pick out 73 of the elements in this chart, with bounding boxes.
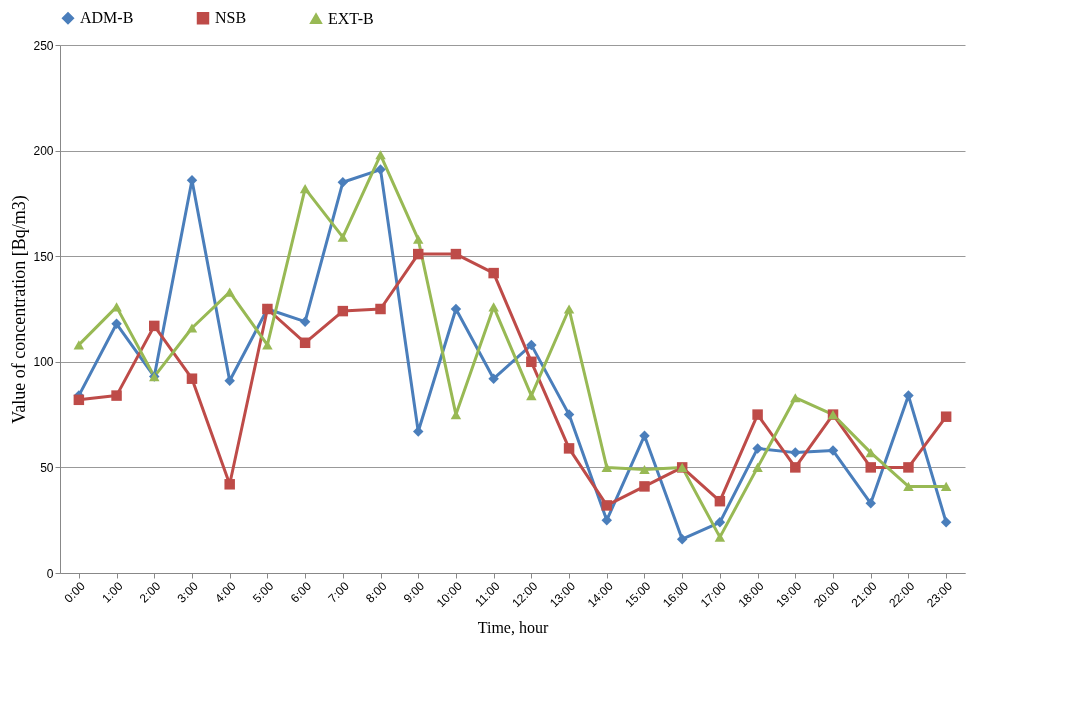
point xyxy=(73,394,85,406)
point xyxy=(375,303,386,315)
point xyxy=(526,356,537,368)
point xyxy=(526,391,537,401)
point xyxy=(563,409,575,420)
point xyxy=(111,302,122,312)
point xyxy=(224,287,235,297)
point xyxy=(714,517,726,528)
x-tick-label: 4:00 xyxy=(212,578,239,606)
point xyxy=(601,500,613,511)
point xyxy=(940,517,952,528)
point xyxy=(450,303,462,315)
point xyxy=(903,481,914,491)
point xyxy=(337,177,349,188)
legend-label: NSB xyxy=(215,9,247,27)
y-tick-label: 200 xyxy=(33,144,54,159)
point xyxy=(488,302,499,312)
point xyxy=(73,340,85,350)
point xyxy=(412,234,424,244)
point xyxy=(186,373,198,384)
y-tick-label: 150 xyxy=(33,249,54,264)
x-axis-title: Time, hour xyxy=(477,618,549,636)
point xyxy=(903,390,914,401)
point xyxy=(827,445,839,456)
point xyxy=(790,393,801,403)
point xyxy=(111,318,122,330)
point xyxy=(865,448,876,458)
point xyxy=(639,464,650,475)
point xyxy=(790,462,801,473)
point xyxy=(903,462,914,473)
point xyxy=(337,305,349,317)
legend-label: EXT-B xyxy=(328,9,374,27)
point xyxy=(488,373,499,384)
point xyxy=(752,462,763,472)
point xyxy=(639,481,650,492)
point xyxy=(639,430,650,441)
y-tick-label: 50 xyxy=(40,460,54,475)
point xyxy=(299,337,311,349)
point xyxy=(714,495,726,507)
point xyxy=(375,150,386,160)
point xyxy=(940,411,952,422)
point xyxy=(186,323,198,333)
y-tick-label: 100 xyxy=(33,355,54,370)
point xyxy=(488,267,499,279)
point xyxy=(676,533,688,545)
point xyxy=(375,164,386,175)
point xyxy=(601,514,613,526)
point xyxy=(601,462,613,472)
x-tick-label: 7:00 xyxy=(325,578,353,606)
y-tick-label: 0 xyxy=(46,566,54,581)
legend-label: ADM-B xyxy=(80,9,134,27)
point xyxy=(790,447,801,458)
point xyxy=(752,443,763,454)
point xyxy=(563,443,575,454)
y-tick-label: 250 xyxy=(33,38,54,53)
point xyxy=(337,232,349,242)
y-axis-title: Value of concentration [Bq/m3) xyxy=(9,195,31,424)
point xyxy=(526,339,537,351)
point xyxy=(714,532,726,542)
point xyxy=(224,479,235,490)
x-tick-label: 6:00 xyxy=(287,578,315,606)
point xyxy=(865,462,876,473)
point xyxy=(412,248,424,260)
point xyxy=(299,184,311,194)
point xyxy=(149,320,160,332)
point xyxy=(865,498,876,509)
x-tick-label: 0:00 xyxy=(61,578,89,606)
point xyxy=(752,409,763,420)
point xyxy=(299,316,311,327)
point xyxy=(940,481,952,491)
point xyxy=(111,390,122,401)
point xyxy=(450,248,462,260)
point xyxy=(563,304,575,314)
